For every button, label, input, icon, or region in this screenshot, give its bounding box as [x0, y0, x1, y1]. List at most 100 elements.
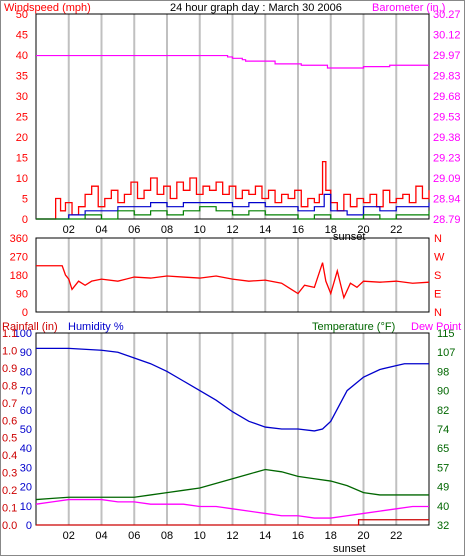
y-tick-label-windspeed: 25 — [16, 112, 28, 124]
x-tick-label: 16 — [292, 224, 304, 236]
temperature-line — [35, 468, 429, 501]
x-tick-label: 14 — [259, 224, 271, 236]
y-tick-label-temperature: 49 — [437, 482, 449, 494]
y-tick-label-humidity: 20 — [20, 482, 32, 494]
humidity-line — [36, 347, 429, 432]
y-tick-label-windspeed: 45 — [16, 30, 28, 42]
sunset-label-top: sunset — [333, 231, 365, 243]
y-tick-label-direction: 270 — [10, 252, 28, 264]
x-tick-label: 20 — [357, 530, 369, 542]
y-tick-label-rainfall: 0.4 — [2, 450, 17, 462]
y-tick-label-windspeed: 10 — [16, 173, 28, 185]
x-tick-label: 06 — [128, 530, 140, 542]
x-tick-label: 04 — [95, 530, 107, 542]
x-tick-label: 10 — [194, 224, 206, 236]
y-tick-label-direction: 0 — [22, 307, 28, 319]
y-tick-label-humidity: 40 — [20, 443, 32, 455]
y-tick-label-barometer: 29.09 — [433, 173, 461, 185]
y-tick-label-barometer: 28.94 — [433, 194, 461, 206]
temperature-axis-label: Temperature (°F) — [312, 321, 395, 333]
y-tick-label-windspeed: 30 — [16, 91, 28, 103]
y-tick-label-barometer: 28.79 — [433, 214, 461, 226]
x-tick-label: 04 — [95, 224, 107, 236]
y-tick-label-humidity: 0 — [26, 520, 32, 532]
x-tick-label: 10 — [194, 530, 206, 542]
y-tick-label-rainfall: 0.6 — [2, 415, 17, 427]
plot-frame — [35, 13, 430, 220]
x-tick-label: 06 — [128, 224, 140, 236]
y-tick-label-barometer: 29.97 — [433, 50, 461, 62]
y-tick-label-rainfall: 0.0 — [2, 520, 17, 532]
x-tick-label: 20 — [357, 224, 369, 236]
x-tick-label: 02 — [63, 224, 75, 236]
y-tick-label-barometer: 30.12 — [433, 30, 461, 42]
y-tick-label-rainfall: 1.1 — [2, 328, 17, 340]
compass-label: E — [434, 289, 441, 301]
y-tick-label-windspeed: 0 — [22, 214, 28, 226]
y-tick-label-windspeed: 40 — [16, 50, 28, 62]
y-tick-label-humidity: 60 — [20, 405, 32, 417]
x-tick-label: 18 — [325, 224, 337, 236]
barometer-line — [36, 54, 429, 69]
y-tick-label-barometer: 29.83 — [433, 71, 461, 83]
y-tick-label-temperature: 57 — [437, 462, 449, 474]
x-tick-label: 14 — [259, 530, 271, 542]
y-tick-label-windspeed: 35 — [16, 71, 28, 83]
y-tick-label-temperature: 90 — [437, 386, 449, 398]
y-tick-label-rainfall: 0.1 — [2, 503, 17, 515]
dewpoint-line — [35, 498, 429, 519]
x-tick-label: 08 — [161, 530, 173, 542]
y-tick-label-direction: 90 — [16, 289, 28, 301]
y-tick-label-humidity: 30 — [20, 462, 32, 474]
y-tick-label-rainfall: 0.3 — [2, 468, 17, 480]
y-tick-label-humidity: 50 — [20, 424, 32, 436]
graph-title: 24 hour graph day : March 30 2006 — [170, 2, 342, 14]
y-tick-label-direction: 360 — [10, 233, 28, 245]
humidity-temperature-panel: 02 04 06 08 10 12 14 16 18 20 22 0 10 20 30 40 50 60 70 80 9… — [2, 328, 455, 542]
y-tick-label-humidity: 80 — [20, 366, 32, 378]
x-tick-label: 16 — [292, 530, 304, 542]
sunset-label-bottom: sunset — [333, 543, 365, 555]
average-wind-line — [36, 193, 430, 220]
wind-barometer-panel: 02 04 06 08 10 12 14 16 18 20 22 0 5 10 15 20 25 30 35 40 45… — [16, 9, 461, 236]
y-tick-label-temperature: 82 — [437, 405, 449, 417]
y-tick-label-rainfall: 0.2 — [2, 485, 17, 497]
y-tick-label-barometer: 30.27 — [433, 9, 461, 21]
wind-direction-line — [36, 262, 430, 300]
x-tick-label: 18 — [325, 530, 337, 542]
y-tick-label-temperature: 32 — [437, 520, 449, 532]
y-tick-label-rainfall: 0.7 — [2, 398, 17, 410]
y-tick-label-windspeed: 20 — [16, 132, 28, 144]
y-tick-label-temperature: 65 — [437, 443, 449, 455]
y-tick-label-humidity: 90 — [20, 347, 32, 359]
y-tick-label-barometer: 29.53 — [433, 112, 461, 124]
windspeed-axis-label: Windspeed (mph) — [4, 2, 91, 14]
x-tick-label: 08 — [161, 224, 173, 236]
y-tick-label-temperature: 115 — [437, 328, 455, 340]
y-tick-label-rainfall: 0.5 — [2, 433, 17, 445]
y-tick-label-rainfall: 0.8 — [2, 380, 17, 392]
y-tick-label-barometer: 29.38 — [433, 132, 461, 144]
compass-label: W — [434, 252, 445, 264]
y-tick-label-rainfall: 1.0 — [2, 345, 17, 357]
y-tick-label-windspeed: 50 — [16, 9, 28, 21]
y-tick-label-temperature: 98 — [437, 366, 449, 378]
dewpoint-axis-label: Dew Point — [411, 321, 461, 333]
compass-label: N — [434, 307, 442, 319]
rainfall-line — [36, 519, 429, 526]
y-tick-label-rainfall: 0.9 — [2, 363, 17, 375]
compass-label: S — [434, 270, 441, 282]
y-tick-label-barometer: 29.23 — [433, 153, 461, 165]
y-tick-label-windspeed: 5 — [22, 194, 28, 206]
y-tick-label-temperature: 40 — [437, 501, 449, 513]
y-tick-label-humidity: 10 — [20, 501, 32, 513]
rainfall-axis-label: Rainfall (in) — [2, 321, 58, 333]
y-tick-label-temperature: 107 — [437, 347, 455, 359]
y-tick-label-direction: 180 — [10, 270, 28, 282]
x-tick-label: 12 — [226, 530, 238, 542]
x-tick-label: 12 — [226, 224, 238, 236]
humidity-axis-label: Humidity % — [68, 321, 124, 333]
y-tick-label-humidity: 70 — [20, 386, 32, 398]
